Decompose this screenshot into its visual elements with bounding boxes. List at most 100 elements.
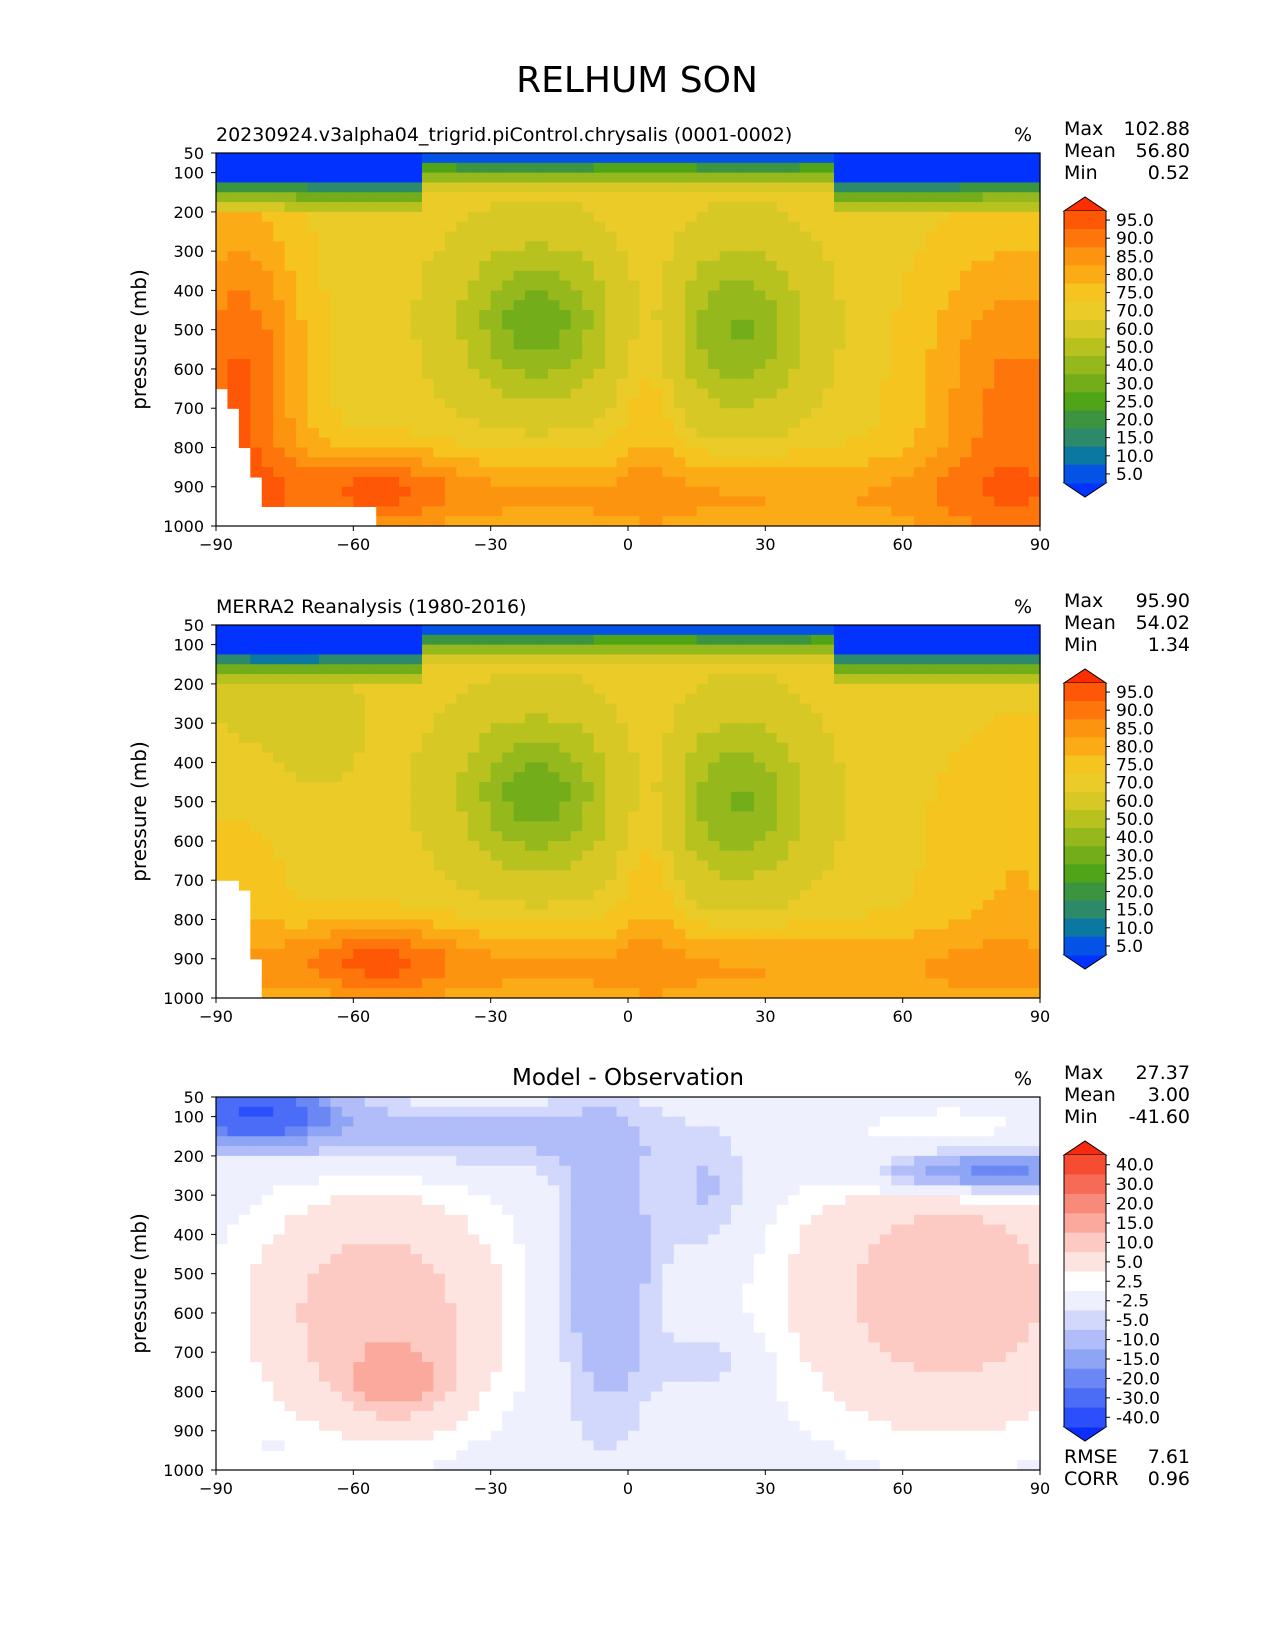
y-tick-label: 300 — [173, 242, 204, 261]
colorbar-top-arrow — [1062, 668, 1108, 684]
colorbar-segment — [1064, 1193, 1106, 1214]
x-tick-label: −60 — [336, 1479, 370, 1498]
y-tick-label: 200 — [173, 203, 204, 222]
colorbar-level-label: 70.0 — [1116, 774, 1154, 794]
stat-label: Max — [1064, 118, 1103, 140]
colorbar-segment — [1064, 755, 1106, 775]
chart-panel-1: 20230924.v3alpha04_trigrid.piControl.chr… — [127, 118, 1190, 554]
x-tick-label: −30 — [474, 1007, 508, 1026]
colorbar-level-label: 40.0 — [1116, 1156, 1154, 1176]
colorbar-level-label: 25.0 — [1116, 864, 1154, 884]
colorbar-segment — [1064, 846, 1106, 865]
colorbar-level-label: 5.0 — [1116, 465, 1143, 485]
colorbar-level-label: 20.0 — [1116, 883, 1154, 903]
y-tick-label: 400 — [173, 753, 204, 772]
colorbar-top-arrow — [1062, 1140, 1108, 1156]
stat-label: Mean — [1064, 612, 1116, 634]
colorbar-level-label: -20.0 — [1116, 1369, 1160, 1389]
y-tick-label: 500 — [173, 793, 204, 812]
colorbar-segment — [1064, 283, 1106, 303]
colorbar-segment — [1064, 791, 1106, 811]
colorbar-level-label: 15.0 — [1116, 1214, 1154, 1234]
colorbar-segment — [1064, 701, 1106, 720]
x-tick-label: 90 — [1030, 1479, 1050, 1498]
colorbar-top-arrow — [1062, 196, 1108, 212]
x-tick-label: 0 — [623, 1479, 633, 1498]
x-tick-label: 30 — [755, 1007, 775, 1026]
colorbar-segment — [1064, 247, 1106, 266]
y-tick-label: 50 — [184, 1088, 204, 1107]
colorbar-segment — [1064, 1388, 1106, 1409]
colorbar-level-label: 30.0 — [1116, 1175, 1154, 1195]
colorbar-segment — [1064, 1407, 1106, 1428]
colorbar-segment — [1064, 882, 1106, 902]
y-tick-label: 800 — [173, 910, 204, 929]
colorbar-segment — [1064, 392, 1106, 411]
colorbar-level-label: 70.0 — [1116, 302, 1154, 322]
colorbar-level-label: 50.0 — [1116, 810, 1154, 830]
y-tick-label: 50 — [184, 616, 204, 635]
stat-value: 7.61 — [1148, 1446, 1190, 1468]
x-tick-label: −90 — [199, 1007, 233, 1026]
y-tick-label: 700 — [173, 1343, 204, 1362]
stat-label: Min — [1064, 634, 1098, 656]
y-tick-label: 1000 — [163, 1461, 204, 1480]
y-tick-label: 700 — [173, 871, 204, 890]
colorbar-level-label: 75.0 — [1116, 284, 1154, 304]
x-tick-label: 90 — [1030, 535, 1050, 554]
colorbar-segment — [1064, 1155, 1106, 1175]
stat-value: 102.88 — [1124, 118, 1190, 140]
colorbar-level-label: 60.0 — [1116, 792, 1154, 812]
colorbar: 40.030.020.015.010.05.02.5-2.5-5.0-10.0-… — [1062, 1140, 1160, 1442]
y-tick-label: 400 — [173, 1225, 204, 1244]
colorbar-segment — [1064, 1271, 1106, 1292]
colorbar-level-label: 5.0 — [1116, 1253, 1143, 1273]
stat-value: 95.90 — [1136, 590, 1190, 612]
colorbar-segment — [1064, 356, 1106, 375]
colorbar-level-label: 50.0 — [1116, 338, 1154, 358]
contour-field — [216, 153, 1041, 527]
x-tick-label: 60 — [892, 535, 912, 554]
colorbar-level-label: -30.0 — [1116, 1389, 1160, 1409]
colorbar-segment — [1064, 211, 1106, 230]
colorbar-segment — [1064, 428, 1106, 448]
stat-value: 56.80 — [1136, 140, 1190, 162]
x-tick-label: −60 — [336, 535, 370, 554]
colorbar-segment — [1064, 1213, 1106, 1234]
colorbar-bottom-arrow — [1062, 482, 1108, 498]
colorbar-level-label: -10.0 — [1116, 1331, 1160, 1351]
colorbar-segment — [1064, 337, 1106, 357]
contour-field — [216, 625, 1041, 999]
colorbar: 95.090.085.080.075.070.060.050.040.030.0… — [1062, 196, 1154, 498]
y-tick-label: 100 — [173, 1108, 204, 1127]
colorbar-level-label: 60.0 — [1116, 320, 1154, 340]
y-tick-label: 800 — [173, 438, 204, 457]
y-tick-label: 100 — [173, 164, 204, 183]
colorbar-segment — [1064, 773, 1106, 793]
colorbar-segment — [1064, 1310, 1106, 1331]
colorbar-segment — [1064, 900, 1106, 920]
stat-label: Mean — [1064, 140, 1116, 162]
x-tick-label: 30 — [755, 535, 775, 554]
y-axis-label: pressure (mb) — [127, 269, 151, 410]
y-tick-label: 600 — [173, 360, 204, 379]
x-tick-label: −30 — [474, 535, 508, 554]
stat-value: 0.52 — [1148, 162, 1190, 184]
colorbar-level-label: 15.0 — [1116, 901, 1154, 921]
colorbar-segment — [1064, 1252, 1106, 1273]
y-tick-label: 200 — [173, 675, 204, 694]
colorbar-level-label: 20.0 — [1116, 1195, 1154, 1215]
colorbar-level-label: -15.0 — [1116, 1350, 1160, 1370]
colorbar-level-label: 75.0 — [1116, 756, 1154, 776]
y-tick-label: 500 — [173, 321, 204, 340]
colorbar-level-label: 90.0 — [1116, 229, 1154, 249]
colorbar-segment — [1064, 809, 1106, 829]
y-axis-label: pressure (mb) — [127, 741, 151, 882]
colorbar-level-label: 5.0 — [1116, 937, 1143, 957]
x-tick-label: −60 — [336, 1007, 370, 1026]
colorbar-level-label: 40.0 — [1116, 828, 1154, 848]
x-tick-label: 60 — [892, 1479, 912, 1498]
colorbar-level-label: 40.0 — [1116, 356, 1154, 376]
